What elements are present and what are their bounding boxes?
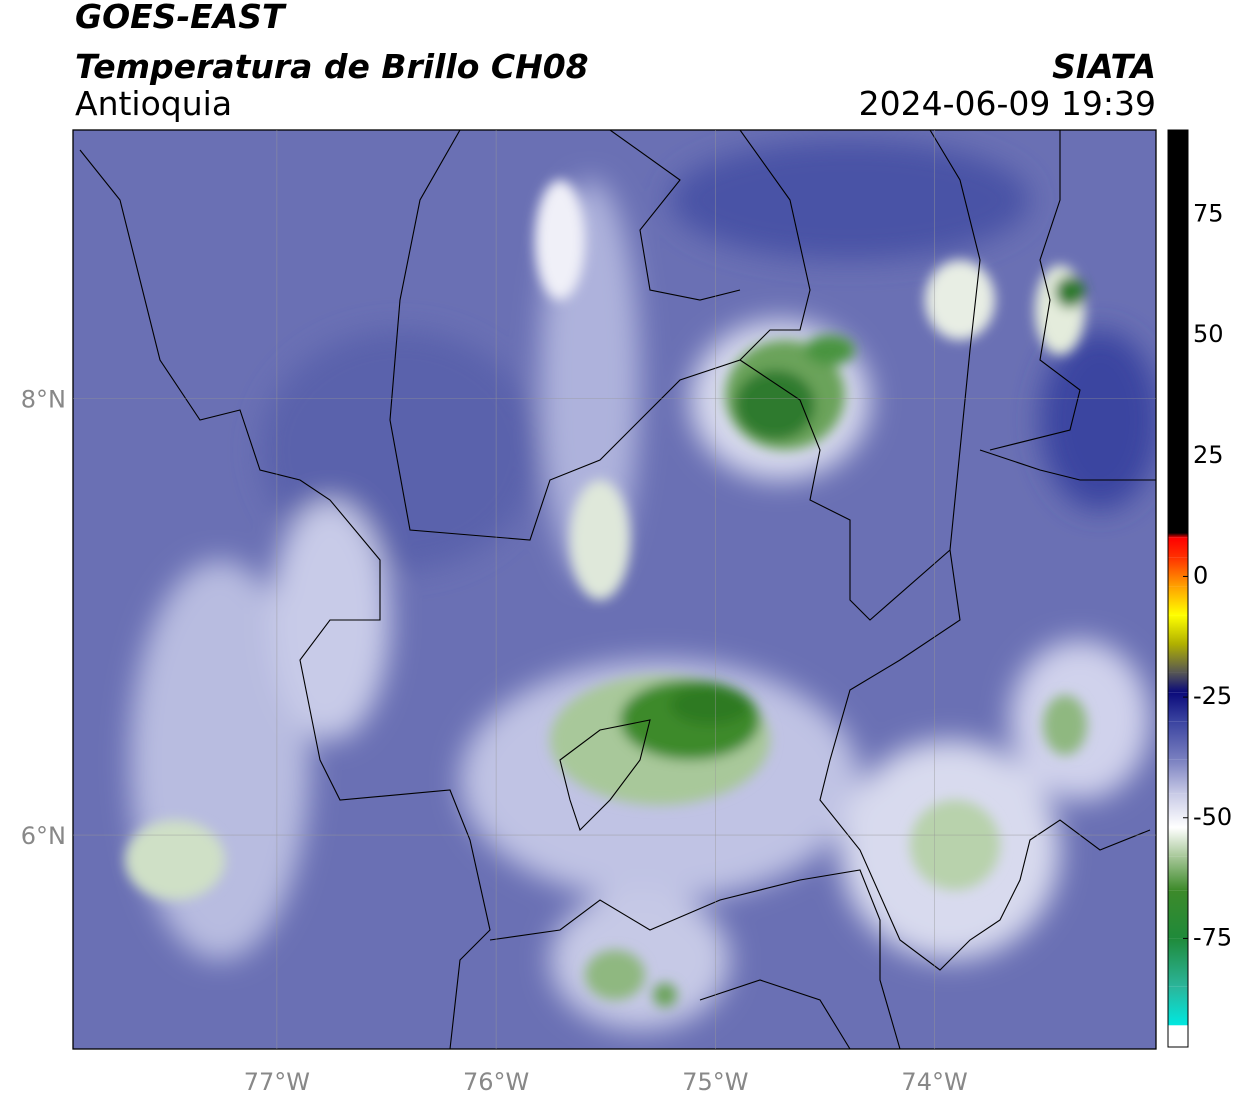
colorbar-tick-label: 0: [1193, 561, 1208, 589]
colorbar-tick-label: -75: [1193, 923, 1232, 951]
subtitle: Temperatura de Brillo CH08: [75, 47, 589, 86]
colorbar-segment: [1168, 615, 1188, 645]
x-tick-label: 76°W: [463, 1068, 529, 1096]
colorbar-segment: [1168, 721, 1188, 760]
y-tick-label: 8°N: [21, 385, 66, 413]
colorbar-segment: [1168, 856, 1188, 891]
colorbar-segment: [1168, 130, 1188, 533]
region: Antioquia: [75, 84, 232, 123]
colorbar-tick-label: -50: [1193, 803, 1232, 831]
colorbar-segment: [1168, 890, 1188, 939]
x-tick-label: 74°W: [901, 1068, 967, 1096]
colorbar-tick-label: 25: [1193, 441, 1224, 469]
colorbar-segment: [1168, 938, 1188, 987]
colorbar-tick-label: 50: [1193, 320, 1224, 348]
colorbar-segment: [1168, 537, 1188, 558]
colorbar-outline: [1167, 129, 1189, 1048]
y-tick-label: 6°N: [21, 822, 66, 850]
colorbar-segment: [1168, 532, 1188, 538]
colorbar-segment: [1168, 692, 1188, 722]
title: GOES-EAST: [75, 0, 287, 36]
satellite-image: [73, 130, 1156, 1049]
source: SIATA: [1052, 47, 1156, 86]
colorbar-tick-label: -25: [1193, 682, 1232, 710]
colorbar-segment: [1168, 827, 1188, 857]
colorbar-segment: [1168, 644, 1188, 673]
map-frame: [72, 129, 1157, 1050]
datetime: 2024-06-09 19:39: [859, 84, 1156, 123]
x-tick-label: 75°W: [682, 1068, 748, 1096]
colorbar-segment: [1168, 586, 1188, 616]
colorbar-segment: [1168, 793, 1188, 828]
colorbar-segment: [1168, 557, 1188, 587]
x-tick-label: 77°W: [244, 1068, 310, 1096]
colorbar-tick-label: 75: [1193, 199, 1224, 227]
colorbar-segment: [1168, 672, 1188, 693]
colorbar-segment: [1168, 759, 1188, 794]
colorbar-segment: [1168, 986, 1188, 1026]
